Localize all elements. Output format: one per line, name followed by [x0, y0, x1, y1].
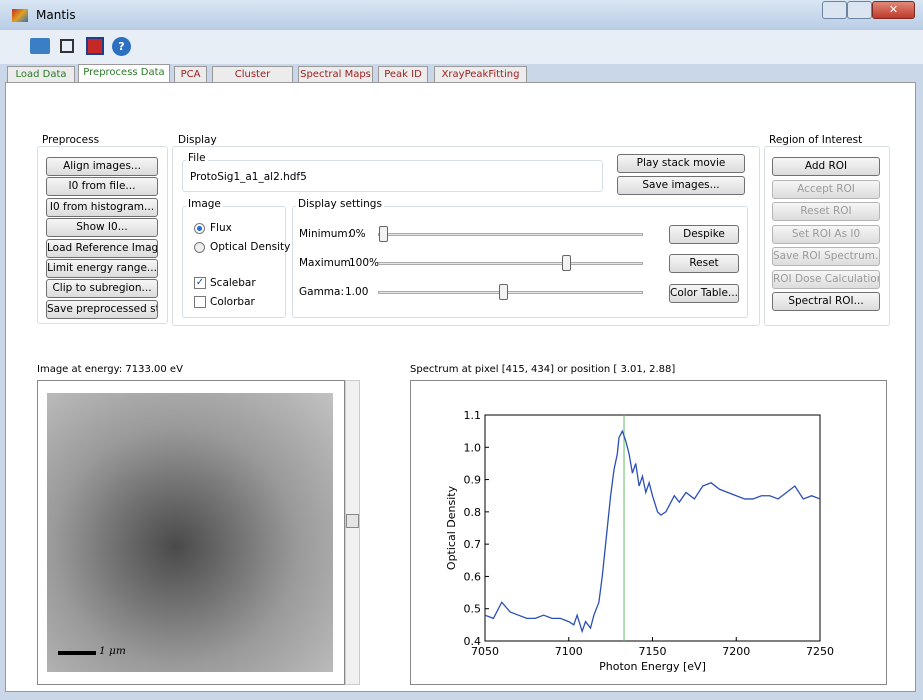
- title-bar: Mantis ✕: [0, 0, 923, 30]
- group-title: Display: [176, 134, 219, 146]
- button[interactable]: Despike: [669, 225, 739, 244]
- close-button[interactable]: ✕: [872, 1, 915, 19]
- windows-icon[interactable]: [60, 39, 74, 53]
- y-tick-label: 0.6: [464, 570, 482, 583]
- checkbox[interactable]: [194, 296, 206, 308]
- group-title: Image: [186, 198, 223, 210]
- button[interactable]: Load Reference Images: [46, 239, 158, 258]
- slider-label: Gamma:: [299, 286, 344, 298]
- button[interactable]: Accept ROI: [772, 180, 880, 199]
- window-title: Mantis: [36, 8, 76, 22]
- y-tick-label: 0.9: [464, 474, 482, 487]
- file-label: File: [186, 152, 208, 164]
- group-title: Region of Interest: [767, 134, 864, 146]
- button[interactable]: Spectral ROI...: [772, 292, 880, 311]
- y-tick-label: 0.8: [464, 506, 482, 519]
- slider-thumb[interactable]: [562, 255, 571, 271]
- button[interactable]: I0 from file...: [46, 177, 158, 196]
- x-tick-label: 7150: [639, 645, 667, 658]
- button[interactable]: Clip to subregion...: [46, 279, 158, 298]
- x-tick-label: 7200: [722, 645, 750, 658]
- slider-track: [378, 262, 643, 265]
- checkbox-label[interactable]: Scalebar: [210, 277, 256, 289]
- button[interactable]: Play stack movie: [617, 154, 745, 173]
- button[interactable]: Save preprocessed stack: [46, 300, 158, 319]
- y-tick-label: 0.7: [464, 538, 482, 551]
- button[interactable]: Save images...: [617, 176, 745, 195]
- radio-label[interactable]: Optical Density: [210, 241, 290, 253]
- stack-image: [47, 393, 333, 672]
- slider-track: [378, 291, 643, 294]
- scalebar-label: 1 μm: [99, 645, 126, 657]
- spectrum-label: Spectrum at pixel [415, 434] or position…: [410, 364, 675, 375]
- button[interactable]: Reset: [669, 254, 739, 273]
- button[interactable]: Add ROI: [772, 157, 880, 176]
- button[interactable]: Color Table...: [669, 284, 739, 303]
- image-label: Image at energy: 7133.00 eV: [37, 364, 183, 375]
- open-icon[interactable]: [30, 38, 50, 54]
- slider-value: 0%: [349, 228, 366, 240]
- minimize-button[interactable]: [822, 1, 847, 19]
- checkbox-checked[interactable]: ✓: [194, 277, 206, 289]
- radio-label[interactable]: Flux: [210, 222, 232, 234]
- y-axis-label: Optical Density: [445, 485, 458, 570]
- x-tick-label: 7250: [806, 645, 834, 658]
- file-name: ProtoSig1_a1_al2.hdf5: [190, 171, 307, 183]
- radio-checked[interactable]: [194, 223, 205, 234]
- group-title: Preprocess: [40, 134, 101, 146]
- scrollbar[interactable]: [345, 380, 360, 685]
- slider-thumb[interactable]: [379, 226, 388, 242]
- tab[interactable]: Preprocess Data: [78, 64, 170, 83]
- x-axis-label: Photon Energy [eV]: [599, 660, 706, 673]
- page: Mantis ✕ ? Load DataPreprocess DataPCA Cl…: [0, 0, 923, 700]
- y-tick-label: 0.5: [464, 603, 482, 616]
- tab[interactable]: PCA: [174, 66, 207, 82]
- scrollbar-thumb[interactable]: [346, 514, 359, 528]
- radio[interactable]: [194, 242, 205, 253]
- tab[interactable]: Load Data: [7, 66, 75, 82]
- toolbar: ?: [0, 30, 923, 64]
- tab[interactable]: Peak ID: [378, 66, 428, 82]
- button[interactable]: Align images...: [46, 157, 158, 176]
- y-tick-label: 0.4: [464, 635, 482, 648]
- button[interactable]: Reset ROI: [772, 202, 880, 221]
- button[interactable]: Save ROI Spectrum...: [772, 247, 880, 266]
- slider-track: [378, 233, 643, 236]
- tab[interactable]: Cluster Analysis: [212, 66, 293, 82]
- group-title: Display settings: [296, 198, 384, 210]
- y-tick-label: 1.1: [464, 409, 482, 422]
- app-icon: [12, 9, 28, 22]
- button[interactable]: I0 from histogram...: [46, 198, 158, 217]
- help-icon[interactable]: ?: [112, 37, 131, 56]
- checkbox-label[interactable]: Colorbar: [210, 296, 255, 308]
- tab[interactable]: Spectral Maps: [298, 66, 373, 82]
- slider-value: 1.00: [345, 286, 368, 298]
- save-icon[interactable]: [86, 37, 104, 55]
- x-tick-label: 7100: [555, 645, 583, 658]
- slider-label: Maximum:: [299, 257, 354, 269]
- slider-value: 100%: [349, 257, 379, 269]
- button[interactable]: Show I0...: [46, 218, 158, 237]
- slider-thumb[interactable]: [499, 284, 508, 300]
- tab[interactable]: XrayPeakFitting: [434, 66, 527, 82]
- button[interactable]: Limit energy range...: [46, 259, 158, 278]
- maximize-button[interactable]: [847, 1, 872, 19]
- y-tick-label: 1.0: [464, 441, 482, 454]
- slider-label: Minimum:: [299, 228, 351, 240]
- button[interactable]: Set ROI As I0: [772, 225, 880, 244]
- chart-frame: [411, 381, 887, 685]
- scalebar: [58, 651, 96, 655]
- button[interactable]: ROI Dose Calculation...: [772, 270, 880, 289]
